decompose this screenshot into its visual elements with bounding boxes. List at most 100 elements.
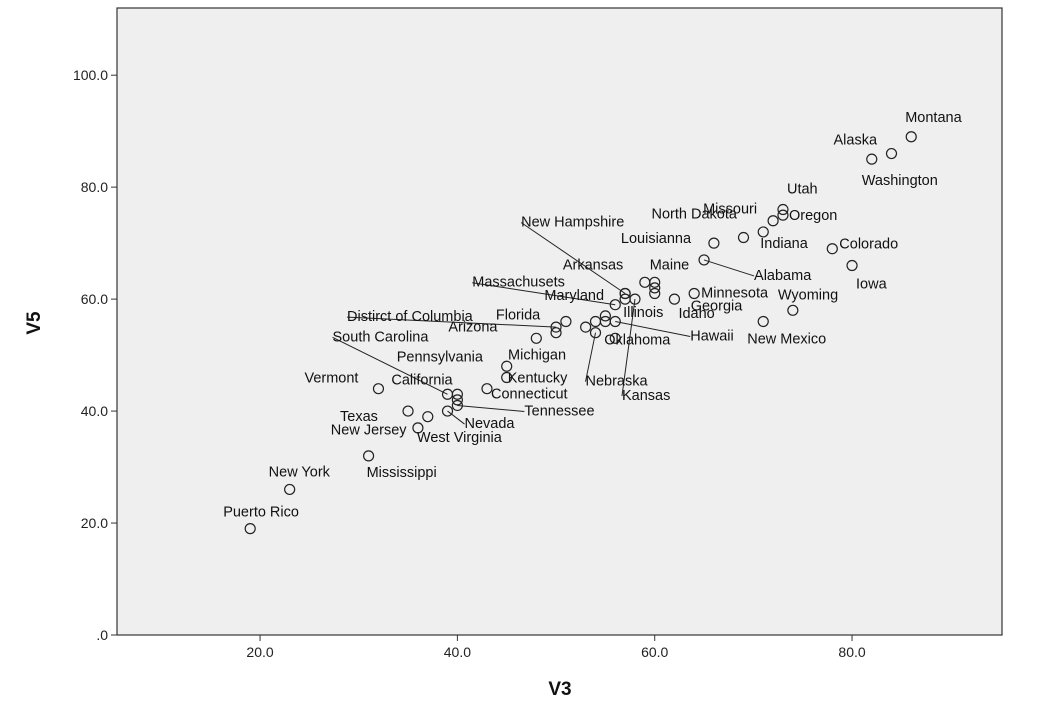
data-point xyxy=(362,450,375,462)
data-point xyxy=(688,287,700,300)
point-label: Georgia xyxy=(691,299,744,315)
data-point xyxy=(757,226,769,238)
leader-line xyxy=(447,410,465,425)
data-point xyxy=(866,153,878,165)
data-point xyxy=(599,310,611,322)
data-point xyxy=(372,383,385,395)
data-point xyxy=(501,360,513,372)
point-label: Utah xyxy=(787,182,818,198)
point-label: Pennsylvania xyxy=(397,349,484,365)
point-label: Nebraska xyxy=(586,374,649,390)
x-tick-label: 20.0 xyxy=(246,644,273,660)
data-point xyxy=(530,332,542,344)
y-tick-label: 20.0 xyxy=(81,515,108,531)
data-point xyxy=(649,276,661,288)
leader-line xyxy=(332,336,448,395)
plot-area xyxy=(116,7,1003,636)
point-label: Mississippi xyxy=(367,465,437,481)
y-tick-label: .0 xyxy=(96,627,108,643)
data-point xyxy=(846,259,858,272)
x-axis: 20.0 40.0 60.0 80.0 xyxy=(246,635,866,660)
data-point xyxy=(402,405,414,417)
data-point xyxy=(767,215,779,227)
data-point xyxy=(826,243,838,255)
point-label: Arizona xyxy=(448,319,498,335)
x-tick-label: 40.0 xyxy=(444,644,471,660)
point-label: Maine xyxy=(650,257,690,273)
leader-line xyxy=(520,222,626,294)
leader-line xyxy=(472,282,616,306)
point-label: South Carolina xyxy=(333,329,430,345)
point-label: Alaska xyxy=(833,133,877,149)
point-label: Illinois xyxy=(623,305,663,321)
point-label: Texas xyxy=(340,409,378,425)
point-labels: Montana Alaska Washington Utah Missouri Orego… xyxy=(223,110,962,521)
point-label: Nevada xyxy=(465,416,516,432)
data-point xyxy=(560,315,572,328)
data-point xyxy=(708,237,720,249)
data-point xyxy=(589,327,602,339)
point-label: Oregon xyxy=(789,208,837,224)
y-tick-label: 80.0 xyxy=(81,179,108,195)
leader-line xyxy=(585,332,597,382)
data-point xyxy=(609,299,621,311)
point-label: Oklahoma xyxy=(604,332,671,348)
point-label: Iowa xyxy=(856,277,888,293)
point-label: Colorado xyxy=(839,237,898,253)
data-point xyxy=(451,394,463,406)
point-label: Louisianna xyxy=(621,231,692,247)
y-axis-title: V5 xyxy=(24,311,45,335)
leader-line xyxy=(703,259,755,277)
x-tick-label: 80.0 xyxy=(838,644,865,660)
data-point xyxy=(629,293,641,305)
data-point xyxy=(422,411,434,423)
data-point xyxy=(501,371,513,384)
label-leader-lines xyxy=(332,222,755,425)
point-label: Michigan xyxy=(508,348,566,364)
data-point xyxy=(649,282,661,294)
data-point xyxy=(885,147,898,160)
data-points xyxy=(244,131,917,535)
point-label: Indiana xyxy=(760,236,809,252)
data-point xyxy=(451,388,463,400)
data-point xyxy=(777,209,789,221)
point-label: Connecticut xyxy=(491,387,568,403)
data-point xyxy=(649,287,661,300)
point-label: New York xyxy=(269,464,331,480)
x-tick-label: 60.0 xyxy=(641,644,668,660)
leader-line xyxy=(457,404,525,412)
data-point xyxy=(905,131,917,143)
data-point xyxy=(757,315,769,328)
point-label: Kentucky xyxy=(508,370,568,386)
data-point xyxy=(550,321,562,333)
leader-line xyxy=(615,321,691,337)
data-point xyxy=(441,405,454,417)
point-label: Kansas xyxy=(622,388,670,404)
y-tick-label: 100.0 xyxy=(73,67,108,83)
point-label: Maryland xyxy=(544,288,604,304)
point-label: Alabama xyxy=(754,268,812,284)
y-tick-label: 40.0 xyxy=(81,403,108,419)
data-point xyxy=(619,287,631,300)
data-point xyxy=(777,203,789,216)
data-point xyxy=(580,321,592,333)
point-label: Tennessee xyxy=(524,403,594,419)
point-label: California xyxy=(391,372,453,388)
point-label: Missouri xyxy=(703,202,757,218)
point-label: Montana xyxy=(905,110,962,126)
data-point xyxy=(481,383,493,395)
y-tick-label: 60.0 xyxy=(81,291,108,307)
data-point xyxy=(550,327,562,339)
data-point xyxy=(412,422,424,434)
point-label: Distirct of Columbia xyxy=(347,309,474,325)
data-point xyxy=(609,332,621,344)
point-label: Wyoming xyxy=(778,287,838,303)
data-point xyxy=(244,523,256,535)
data-point xyxy=(451,399,463,412)
point-label: New Hampshire xyxy=(521,215,624,231)
data-point xyxy=(698,254,710,266)
point-label: Washington xyxy=(862,173,938,189)
leader-line xyxy=(621,299,636,397)
leader-line xyxy=(347,316,557,328)
